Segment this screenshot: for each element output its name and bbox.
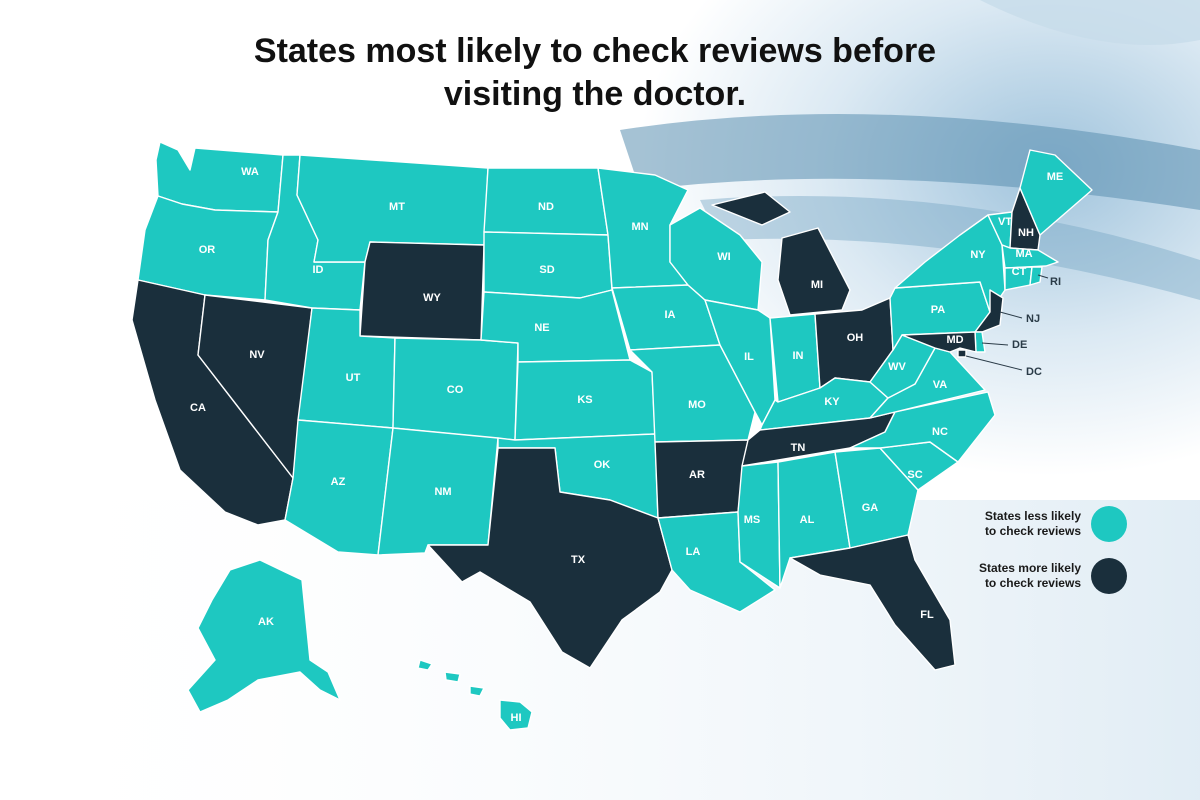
state-mi[interactable] [711,191,851,316]
label-mt: MT [389,201,405,213]
label-sd: SD [539,264,554,276]
leader-ri [1037,274,1049,279]
label-wi: WI [717,251,730,263]
label-nh: NH [1018,227,1034,239]
state-nh[interactable] [1009,187,1041,251]
label-va: VA [933,379,948,391]
state-ak[interactable] [187,559,341,713]
label-pa: PA [931,304,946,316]
label-oh: OH [847,332,864,344]
title-line-2: visiting the doctor. [443,75,747,113]
label-ut: UT [346,372,361,384]
leader-de [981,342,1009,346]
state-wy[interactable] [359,241,485,341]
legend-swatch-less-likely [1091,506,1127,542]
label-ak: AK [258,616,274,628]
state-ri[interactable] [1029,266,1043,286]
label-la: LA [686,546,701,558]
label-me: ME [1047,171,1064,183]
legend-item-more-likely: States more likely to check reviews [950,556,1135,600]
label-de: DE [1012,339,1027,351]
legend-label-less-likely: States less likely to check reviews [984,509,1081,538]
label-al: AL [800,514,815,526]
label-ct: CT [1012,266,1027,278]
title-line-1: States most likely to check reviews befo… [253,32,937,70]
state-me[interactable] [1019,149,1093,236]
label-ne: NE [534,322,549,334]
state-md[interactable] [901,331,977,353]
label-ma: MA [1015,248,1032,260]
label-in: IN [793,350,804,362]
label-il: IL [744,351,754,363]
label-co: CO [447,384,464,396]
label-nd: ND [538,201,554,213]
legend-label-more-likely: States more likely to check reviews [978,561,1081,590]
leader-nj [999,311,1023,319]
label-hi: HI [511,712,522,724]
label-wy: WY [423,292,441,304]
state-ms[interactable] [737,461,781,589]
label-nj: NJ [1026,313,1040,325]
label-ga: GA [862,502,879,514]
label-dc: DC [1026,366,1042,378]
label-ri: RI [1050,276,1061,288]
state-hi[interactable] [417,659,533,731]
label-ms: MS [744,514,761,526]
label-ok: OK [594,459,611,471]
label-ks: KS [577,394,592,406]
label-ky: KY [824,396,840,408]
states-layer [131,141,1093,731]
label-az: AZ [331,476,346,488]
label-nv: NV [249,349,265,361]
leader-dc [965,355,1023,371]
state-dc[interactable] [957,349,967,358]
label-vt: VT [998,216,1012,228]
label-tx: TX [571,554,586,566]
label-ca: CA [190,402,206,414]
label-tn: TN [791,442,806,454]
label-wv: WV [888,361,906,373]
label-id: ID [313,264,324,276]
label-md: MD [946,334,963,346]
label-ny: NY [970,249,986,261]
state-nc[interactable] [849,391,996,463]
state-tx[interactable] [427,447,673,669]
legend-swatch-more-likely [1091,558,1127,594]
label-mo: MO [688,399,706,411]
label-nm: NM [434,486,451,498]
label-or: OR [199,244,216,256]
legend-item-less-likely: States less likely to check reviews [950,504,1135,548]
state-fl[interactable] [789,534,956,671]
state-labels-layer: WA OR CA NV ID MT WY UT CO AZ NM ND SD N… [190,166,1063,724]
label-sc: SC [907,469,922,481]
label-wa: WA [241,166,259,178]
label-fl: FL [920,609,934,621]
label-mi: MI [811,279,823,291]
label-mn: MN [631,221,648,233]
label-nc: NC [932,426,948,438]
label-ia: IA [665,309,676,321]
label-ar: AR [689,469,705,481]
map-title: States most likely to check reviews befo… [0,30,1190,116]
